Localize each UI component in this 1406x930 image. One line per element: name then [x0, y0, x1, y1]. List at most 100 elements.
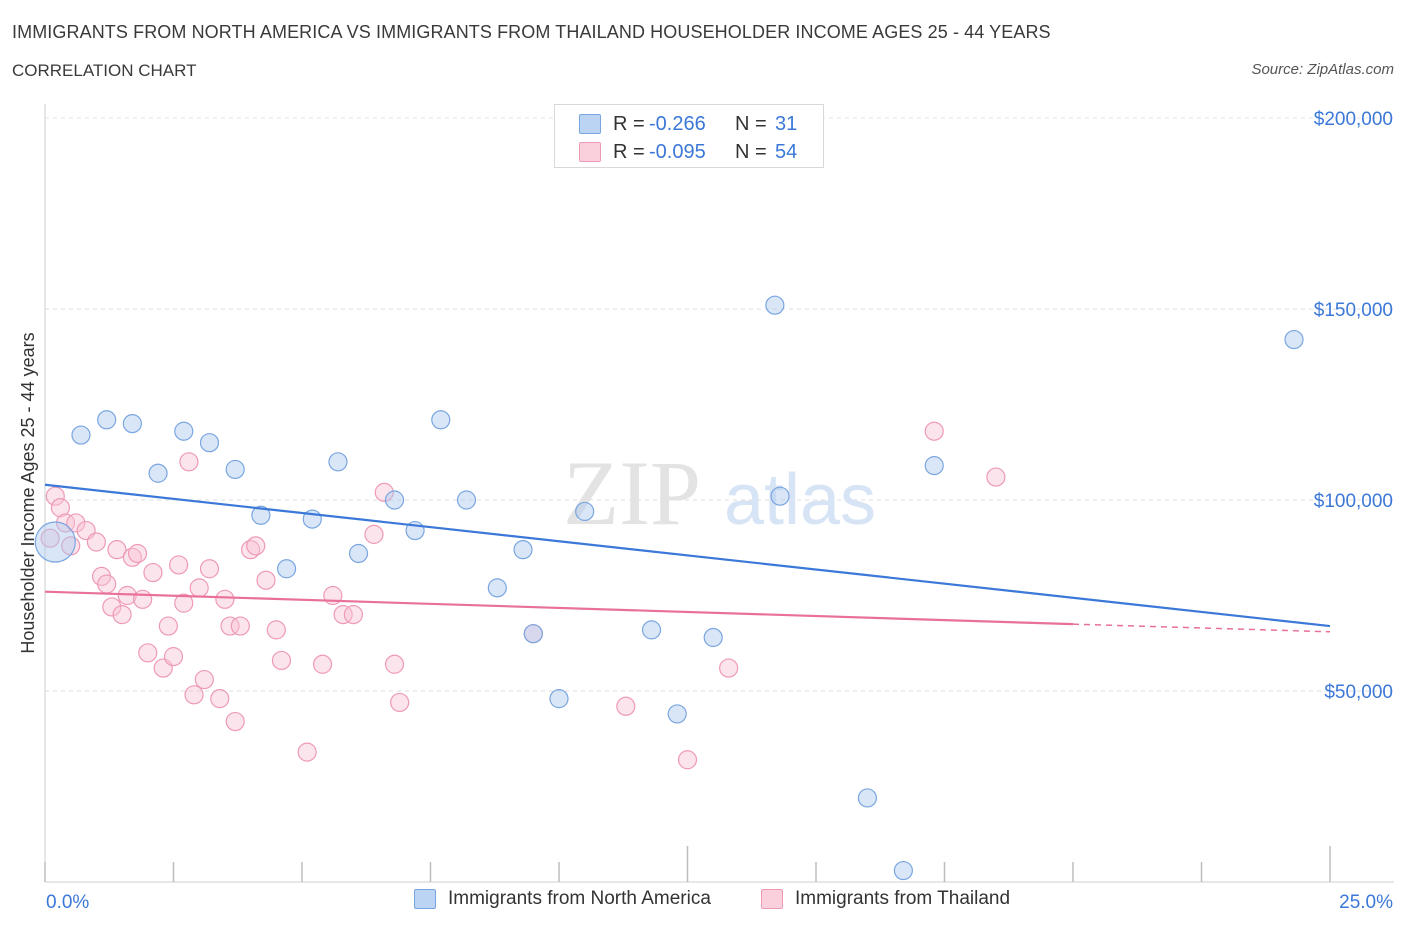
legend-row-thailand: R = -0.095 N = 54 [579, 140, 797, 164]
thailand-point [677, 750, 698, 770]
x-tick-label: 25.0% [1339, 892, 1393, 913]
series-north-america-points [34, 295, 1304, 881]
thailand-point [986, 467, 1006, 487]
north-america-point [251, 505, 271, 525]
north-america-point [199, 433, 220, 453]
correlation-legend: R = -0.266 N = 31 R = -0.095 N = 54 [554, 104, 824, 168]
thailand-point [163, 647, 184, 667]
trend-line-thailand-extension [1072, 623, 1331, 633]
north-america-point [225, 459, 245, 480]
thailand-point [86, 532, 107, 552]
thailand-point [66, 513, 86, 533]
thailand-point [230, 616, 250, 636]
thailand-point [220, 616, 240, 636]
thailand-point [215, 589, 235, 609]
bottom-legend-thailand: Immigrants from Thailand [761, 888, 1010, 910]
thailand-point [40, 528, 60, 548]
thailand-point [297, 742, 317, 762]
x-tick-label: 0.0% [46, 892, 89, 913]
thailand-point [97, 574, 117, 594]
y-tick-label: $200,000 [1314, 109, 1393, 130]
bottom-legend-swatch-thailand [761, 889, 783, 909]
legend-r-value: -0.095 [649, 140, 706, 163]
north-america-point [456, 490, 477, 510]
legend-n-value: 54 [775, 140, 798, 163]
thailand-point [199, 559, 220, 579]
thailand-point [55, 513, 76, 533]
north-america-point [174, 421, 194, 441]
thailand-point [256, 570, 276, 590]
watermark: ZIP atlas [563, 442, 876, 544]
north-america-point [97, 410, 117, 430]
thailand-point [384, 654, 405, 674]
thailand-point [241, 540, 261, 560]
thailand-point [210, 689, 230, 709]
north-america-point [1284, 329, 1304, 350]
north-america-point [765, 295, 785, 315]
thailand-point [107, 540, 127, 560]
trend-lines [44, 483, 1331, 633]
north-america-point [348, 543, 369, 564]
thailand-point [158, 616, 178, 636]
thailand-point [122, 547, 142, 567]
thailand-point [138, 643, 158, 663]
north-america-point [857, 788, 878, 808]
grid-lines [45, 117, 1394, 692]
legend-n-label: N = [735, 140, 767, 163]
watermark-zip: ZIP [563, 442, 701, 544]
thailand-point [189, 578, 209, 598]
y-tick-label: $150,000 [1314, 300, 1393, 321]
thailand-point [143, 562, 163, 583]
north-america-point [549, 689, 569, 709]
north-america-point [641, 620, 662, 640]
chart-subtitle: CORRELATION CHART [12, 61, 197, 80]
north-america-point [328, 452, 348, 472]
bottom-legend-label-north-america: Immigrants from North America [448, 888, 711, 909]
thailand-point [719, 658, 739, 678]
axes [44, 104, 1394, 883]
north-america-point [924, 456, 944, 476]
thailand-point [112, 604, 132, 625]
legend-row-north-america: R = -0.266 N = 31 [579, 112, 797, 136]
thailand-point [246, 536, 266, 556]
thailand-point [102, 597, 122, 617]
legend-swatch-thailand [579, 142, 601, 162]
thailand-point [364, 524, 384, 544]
north-america-point [122, 414, 142, 434]
tick-labels: $50,000 $100,000 $150,000 $200,000 0.0% 25.0% [46, 109, 1393, 913]
north-america-point [703, 627, 723, 648]
north-america-point [276, 559, 297, 579]
thailand-point [225, 711, 245, 732]
legend-n-label: N = [735, 112, 767, 135]
thailand-point [50, 498, 71, 518]
north-america-point [523, 624, 543, 644]
thailand-point [133, 589, 153, 609]
thailand-point [924, 421, 944, 441]
north-america-point [513, 540, 533, 560]
source-label: Source: ZipAtlas.com [1251, 61, 1394, 78]
legend-n-value: 31 [775, 112, 798, 135]
thailand-point [390, 692, 410, 713]
north-america-point [431, 410, 451, 430]
bottom-legend-north-america: Immigrants from North America [414, 888, 711, 910]
y-tick-label: $100,000 [1314, 491, 1393, 512]
bottom-legend-label-thailand: Immigrants from Thailand [795, 888, 1011, 909]
thailand-point [127, 543, 148, 564]
thailand-point [374, 482, 394, 502]
legend-swatch-north-america [579, 114, 601, 134]
thailand-point [45, 486, 65, 506]
legend-r-value: -0.266 [649, 112, 706, 135]
north-america-point [384, 490, 405, 510]
north-america-point [893, 860, 913, 881]
trend-line-north-america [44, 483, 1331, 628]
north-america-point [487, 578, 507, 598]
thailand-point [266, 620, 286, 640]
thailand-point [312, 654, 333, 674]
legend-r-label: R = [613, 140, 645, 163]
trend-line-thailand [44, 590, 1074, 626]
legend-r-label: R = [613, 112, 645, 135]
thailand-point [174, 593, 194, 613]
bottom-legend-swatch-north-america [414, 889, 436, 909]
north-america-point [575, 501, 595, 522]
